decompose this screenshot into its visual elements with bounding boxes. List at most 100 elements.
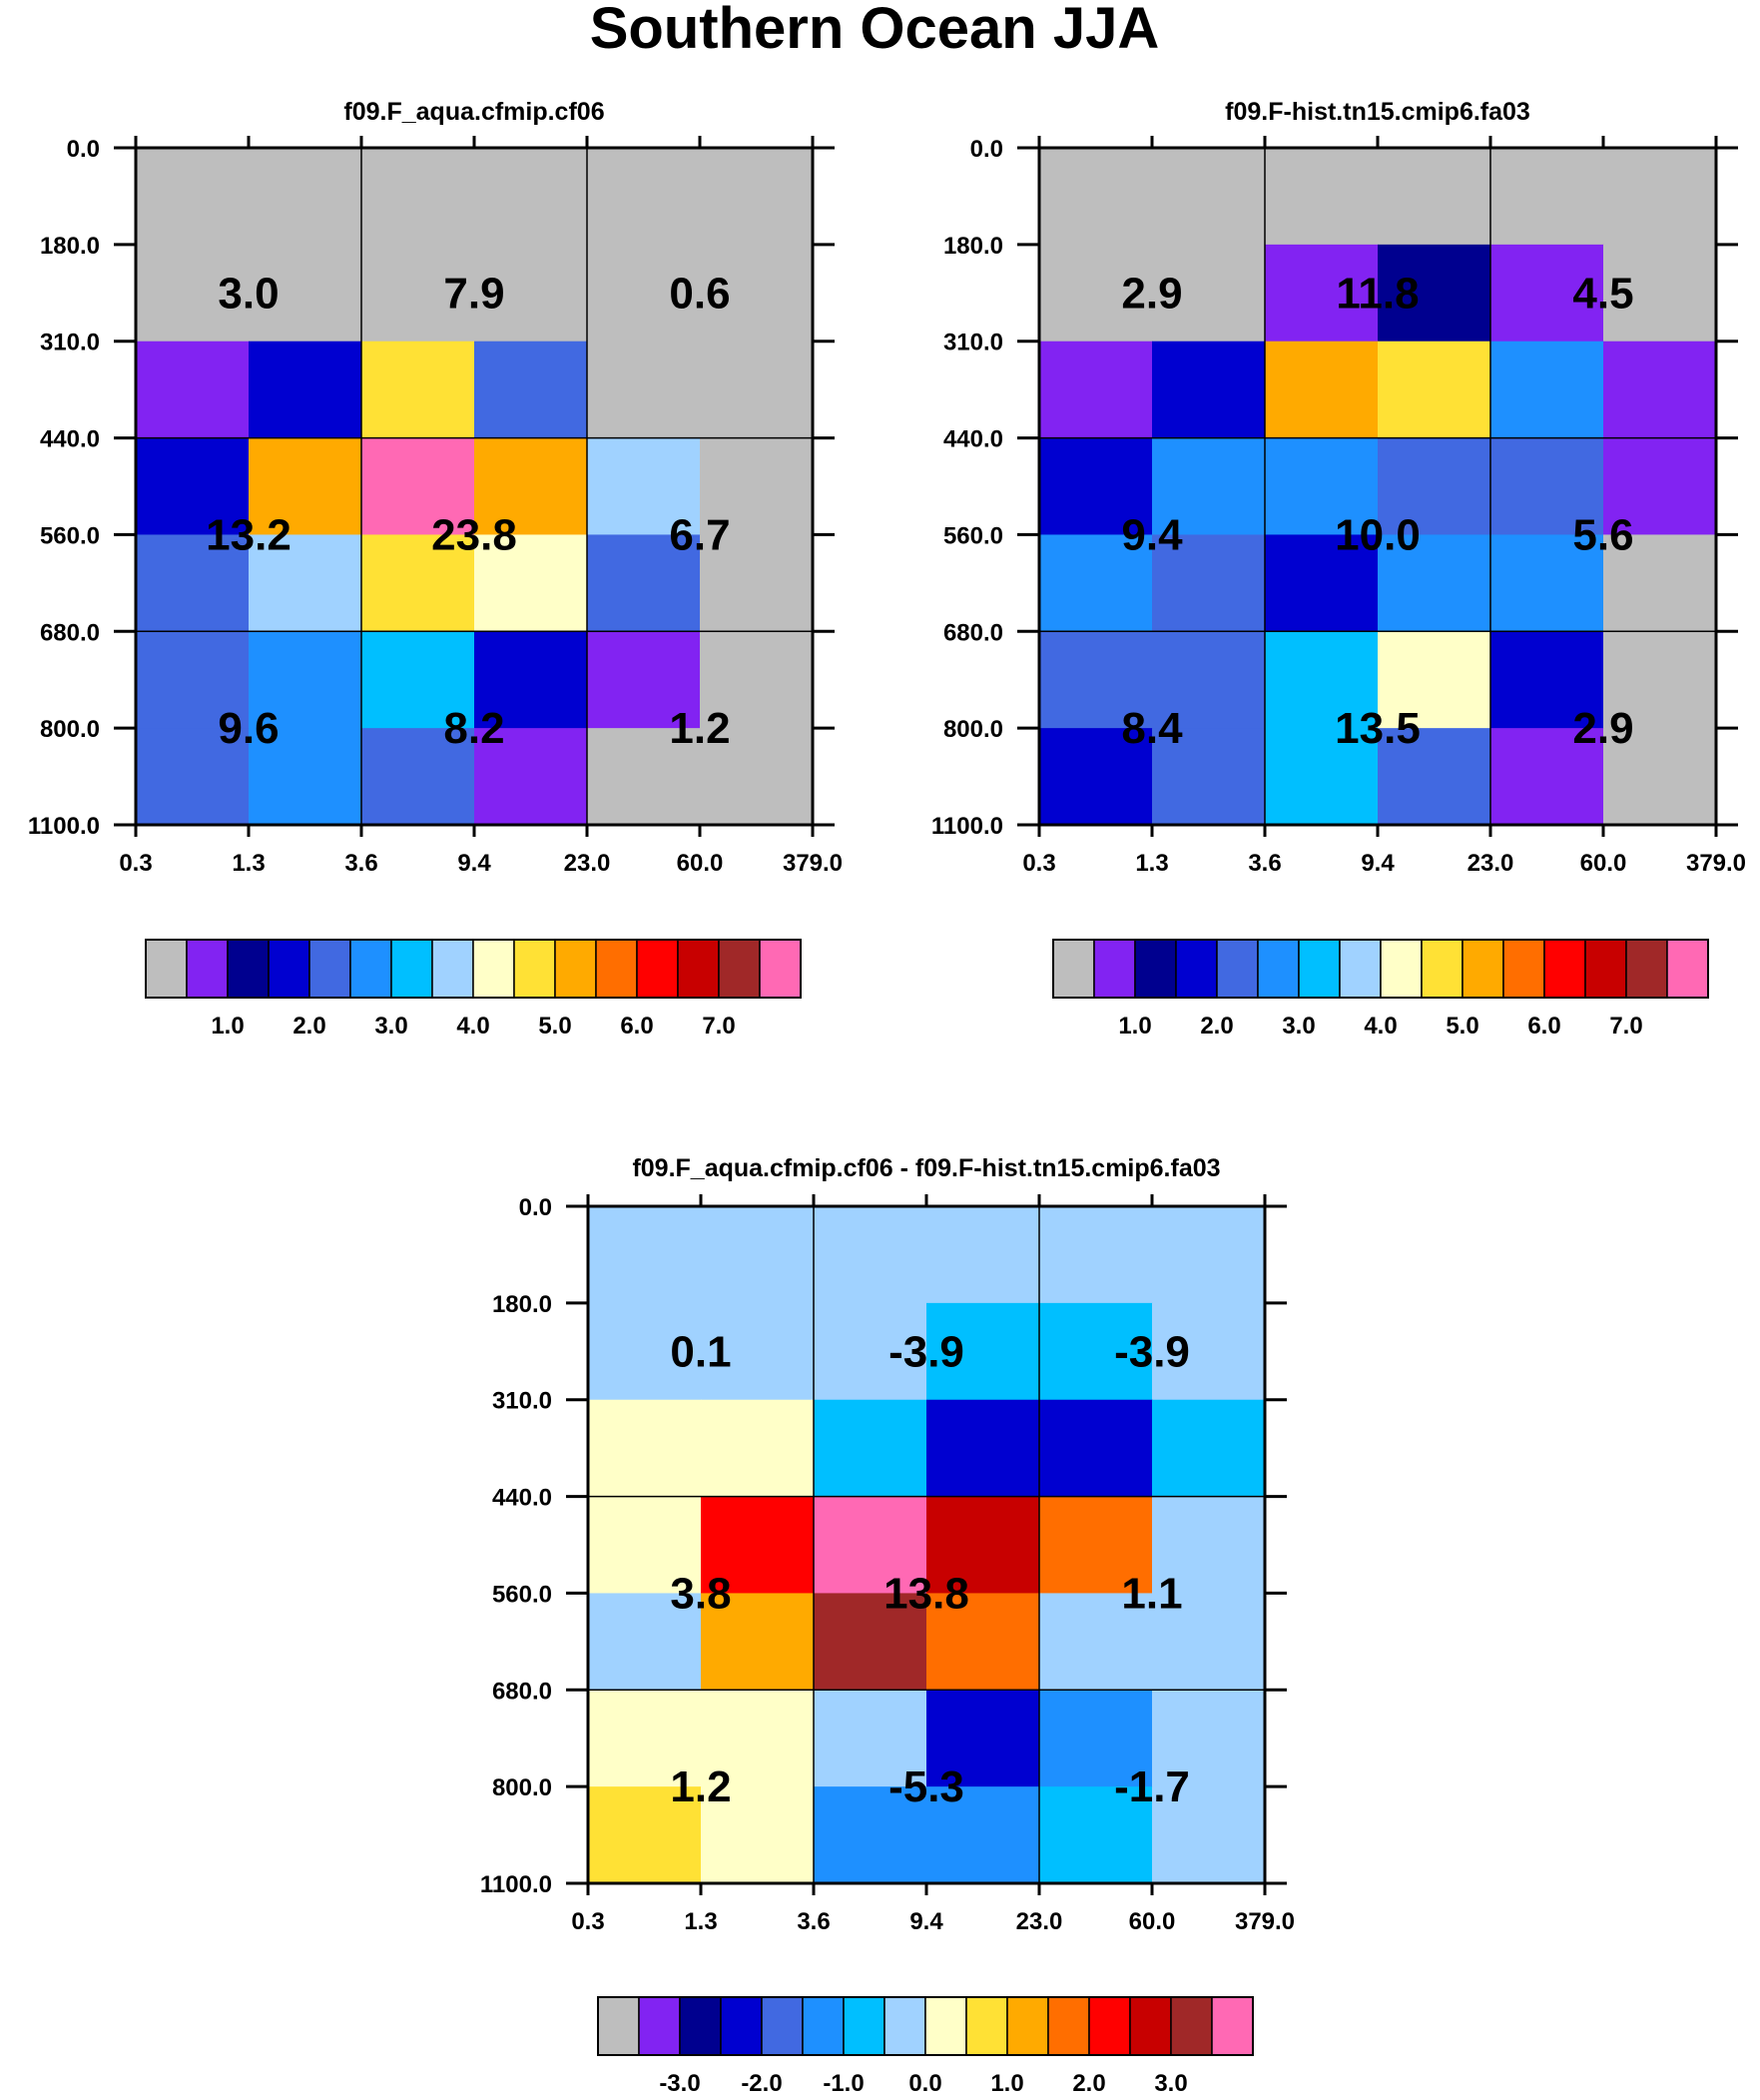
heatmap-cell (1039, 1786, 1153, 1884)
y-tick-label: 180.0 (492, 1291, 552, 1318)
colorbar-label: 7.0 (1609, 1013, 1642, 1040)
heatmap-cell (1603, 728, 1717, 826)
x-tick-label: 3.6 (797, 1908, 830, 1935)
box-value-label: 13.2 (206, 510, 292, 559)
x-tick-label: 3.6 (344, 850, 377, 877)
colorbar-swatch (1462, 939, 1504, 999)
heatmap-cell (701, 1302, 815, 1401)
heatmap-cell (926, 1786, 1040, 1884)
colorbar-swatch (1584, 939, 1627, 999)
heatmap-cell (1039, 148, 1153, 246)
heatmap-cell (1265, 728, 1379, 826)
heatmap-cell (700, 341, 814, 439)
x-tick-label: 0.3 (119, 850, 152, 877)
y-tick-label: 800.0 (943, 716, 1003, 743)
colorbar-swatch (472, 939, 515, 999)
heatmap-cell (1039, 1690, 1153, 1787)
colorbar-swatch (597, 1996, 640, 2056)
heatmap-cell (1152, 1399, 1266, 1498)
colorbar-swatch (595, 939, 638, 999)
colorbar-swatch (679, 1996, 722, 2056)
x-tick-label: 60.0 (1580, 850, 1627, 877)
heatmap-cell (361, 244, 475, 343)
colorbar-swatch (843, 1996, 885, 2056)
colorbar-swatch (268, 939, 310, 999)
y-tick-label: 0.0 (970, 136, 1003, 163)
colorbar-swatch (638, 1996, 681, 2056)
box-value-label: 7.9 (443, 269, 504, 318)
heatmap-cell (587, 148, 701, 246)
y-tick-label: 310.0 (40, 330, 100, 356)
heatmap-cell (136, 148, 250, 246)
heatmap-cell (588, 1690, 702, 1787)
x-tick-label: 9.4 (909, 1908, 943, 1935)
colorbar-swatch (1052, 939, 1095, 999)
y-tick-label: 0.0 (519, 1194, 552, 1221)
heatmap-cell (588, 1593, 702, 1691)
x-tick-label: 9.4 (457, 850, 491, 877)
heatmap-cell (701, 1496, 815, 1595)
x-tick-label: 379.0 (1235, 1908, 1295, 1935)
colorbar-swatch (1502, 939, 1545, 999)
heatmap-cell (136, 341, 250, 439)
x-tick-label: 1.3 (1135, 850, 1168, 877)
heatmap-cell (1378, 341, 1491, 439)
box-value-label: 4.5 (1572, 269, 1633, 318)
heatmap-cell (249, 341, 362, 439)
heatmap-cell (249, 244, 362, 343)
colorbar-swatch (308, 939, 351, 999)
heatmap-cell (814, 1496, 927, 1595)
heatmap-cell (1152, 1302, 1266, 1401)
colorbar-label: -3.0 (659, 2070, 700, 2097)
box-value-label: 3.0 (218, 269, 279, 318)
heatmap-cell (1265, 244, 1379, 343)
heatmap-cell (587, 534, 701, 632)
box-value-label: 23.8 (431, 510, 517, 559)
heatmap-cell (136, 437, 250, 536)
heatmap-cell (1265, 341, 1379, 439)
colorbar-swatch (554, 939, 597, 999)
heatmap-cell (361, 148, 475, 246)
box-value-label: 1.1 (1121, 1569, 1182, 1618)
colorbar-swatch (1170, 1996, 1213, 2056)
heatmap-cell (926, 1496, 1040, 1595)
colorbar-swatch (1006, 1996, 1049, 2056)
heatmap-cell (474, 631, 588, 729)
heatmap-cell (1603, 631, 1717, 729)
x-tick-label: 23.0 (1016, 1908, 1063, 1935)
colorbar-swatch (1175, 939, 1218, 999)
x-tick-label: 3.6 (1248, 850, 1281, 877)
y-tick-label: 560.0 (492, 1581, 552, 1608)
heatmap-cell (474, 534, 588, 632)
box-value-label: 11.8 (1336, 269, 1419, 318)
heatmap-cell (361, 437, 475, 536)
panel-model-b: f09.F-hist.tn15.cmip6.fa03 0.3 1.3 3.6 9.4 23… (931, 98, 1746, 1040)
colorbar-swatch (431, 939, 474, 999)
x-tick-label: 379.0 (783, 850, 843, 877)
colorbar-swatch (390, 939, 433, 999)
colorbar-swatch (636, 939, 679, 999)
box-value-label: 6.7 (669, 510, 730, 559)
colorbar-label: -2.0 (741, 2070, 782, 2097)
box-value-label: 2.9 (1572, 704, 1633, 753)
figure-title: Southern Ocean JJA (590, 0, 1159, 61)
box-value-label: -5.3 (888, 1762, 964, 1811)
colorbar-label: 3.0 (1154, 2070, 1187, 2097)
heatmap-cell (1152, 341, 1266, 439)
colorbar-swatch (761, 1996, 804, 2056)
box-value-label: 8.4 (1121, 704, 1183, 753)
heatmap-cell (1265, 631, 1379, 729)
colorbar-frame (1052, 939, 1709, 999)
heatmap-cell (249, 437, 362, 536)
colorbar-swatch (1129, 1996, 1172, 2056)
heatmap-cell (587, 728, 701, 826)
heatmap-cell (588, 1206, 702, 1304)
heatmap-cell (1152, 244, 1266, 343)
colorbar-swatch (718, 939, 761, 999)
heatmap-cell (1152, 1496, 1266, 1595)
colorbar-swatch (1134, 939, 1177, 999)
heatmap-cell (1152, 1786, 1266, 1884)
colorbar-label: 2.0 (1200, 1013, 1233, 1040)
heatmap-cell (1039, 631, 1153, 729)
x-tick-label: 379.0 (1686, 850, 1746, 877)
